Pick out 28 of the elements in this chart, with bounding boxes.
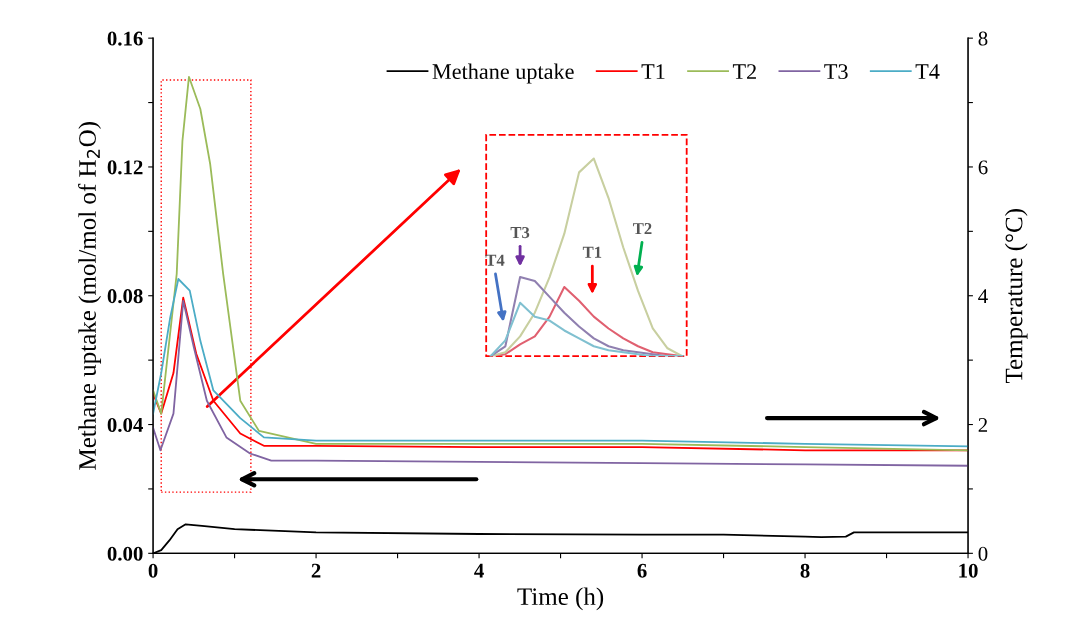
y2-tick-label: 8 <box>978 31 988 46</box>
x-tick-label: 4 <box>474 563 484 578</box>
annotation: T1 <box>582 246 602 258</box>
x-axis-title: Time (h) <box>517 587 604 611</box>
x-tick-label: 6 <box>637 563 647 578</box>
x-tick-label: 2 <box>311 563 321 578</box>
legend-label: T2 <box>732 64 756 79</box>
y-tick-label: 0.04 <box>107 417 143 433</box>
annotation: T2 <box>632 223 652 235</box>
y-tick-label: 0.12 <box>107 160 143 175</box>
y-tick-label: 0.08 <box>107 289 143 304</box>
y2-tick-label: 0 <box>978 546 988 561</box>
annotation: T4 <box>485 254 505 266</box>
x-tick-label: 0 <box>148 563 158 578</box>
x-tick-label: 8 <box>800 563 810 578</box>
y-tick-label: 0.16 <box>107 31 143 46</box>
legend-label: T3 <box>824 64 848 80</box>
legend-label: T1 <box>641 64 665 79</box>
y2-tick-label: 2 <box>978 417 988 432</box>
y2-axis-title: Temperature (°C) <box>1004 209 1028 384</box>
annotation: T3 <box>510 226 530 239</box>
legend-label: Methane uptake <box>432 63 574 84</box>
text: 0.00 <box>107 546 143 561</box>
y-axis-title: Methane uptake (mol/mol of H$_{2}$O) <box>78 122 102 470</box>
y2-tick-label: 6 <box>978 160 988 175</box>
y2-tick-label: 4 <box>978 289 988 303</box>
legend-label: T4 <box>915 64 940 79</box>
x-tick-label: 10 <box>959 563 978 578</box>
